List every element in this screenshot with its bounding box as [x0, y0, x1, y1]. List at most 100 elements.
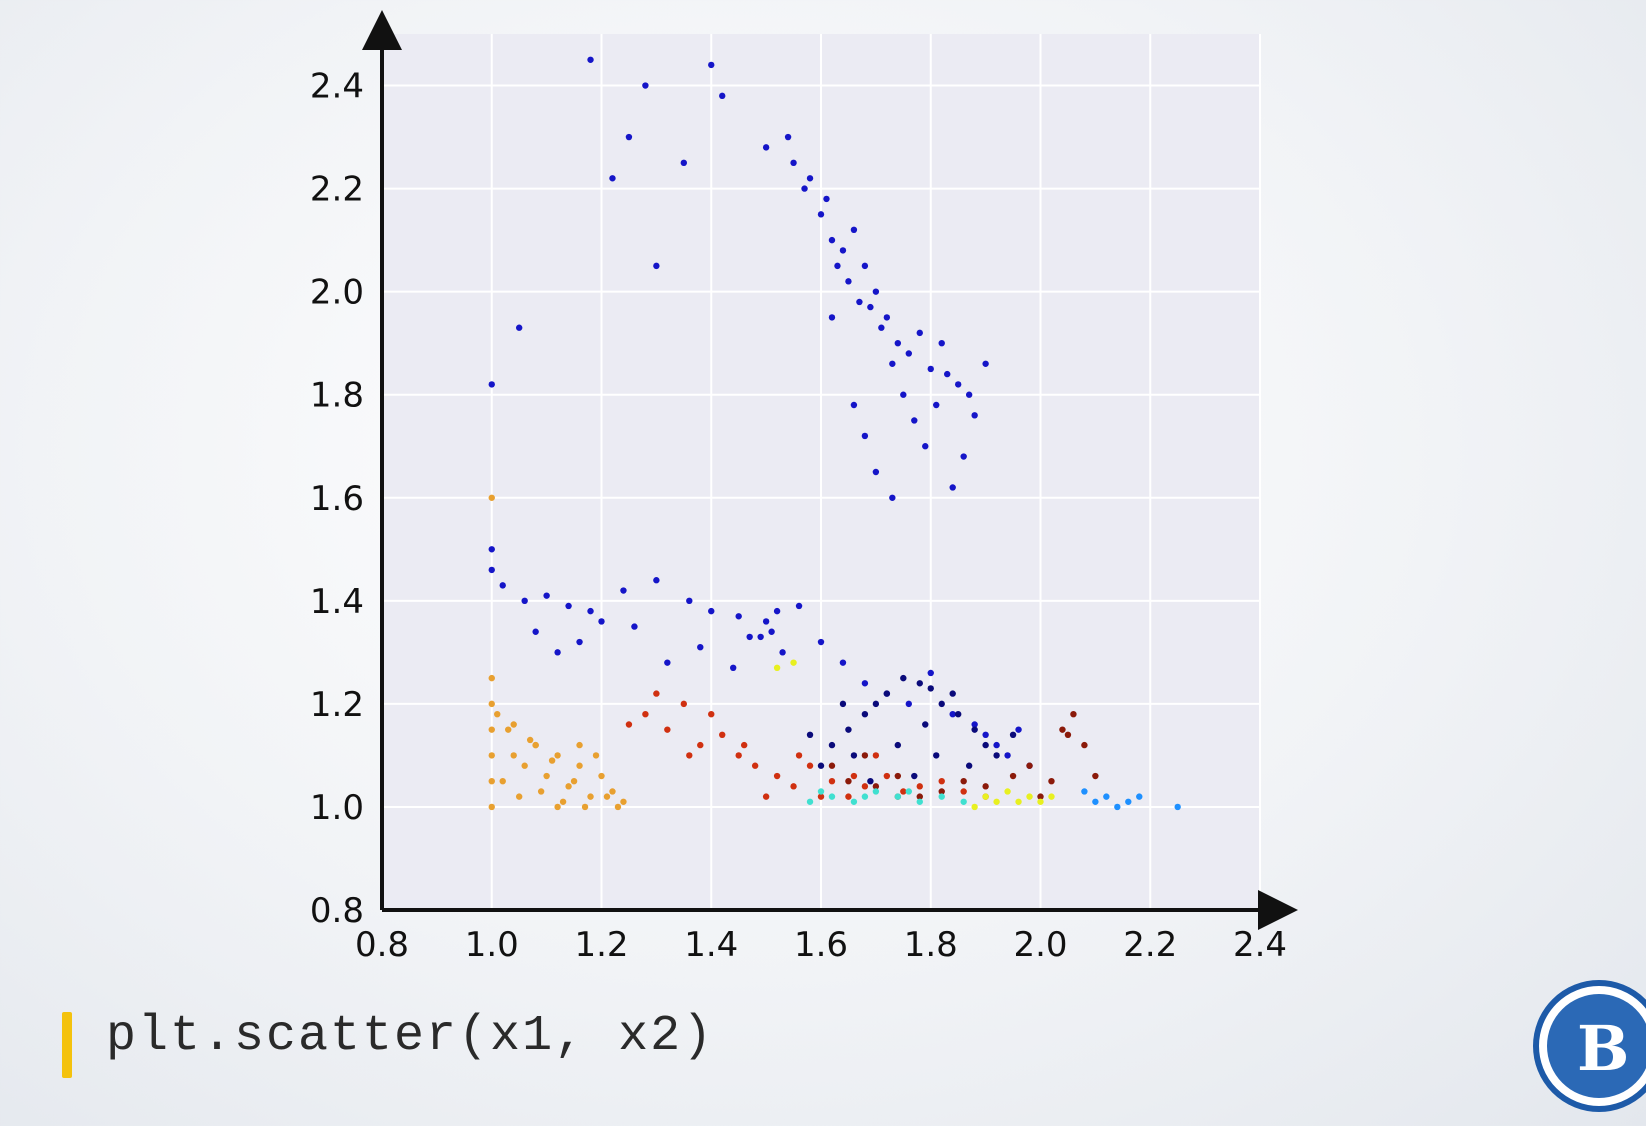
scatter-point: [537, 788, 545, 795]
scatter-point: [735, 752, 742, 759]
scatter-point: [916, 329, 923, 337]
scatter-point: [971, 726, 978, 733]
scatter-point: [828, 793, 836, 800]
scatter-point: [1048, 793, 1055, 800]
scatter-point: [916, 798, 923, 805]
scatter-point: [872, 288, 880, 295]
scatter-point: [872, 788, 880, 795]
scatter-point: [625, 133, 633, 141]
scatter-point: [609, 788, 616, 795]
scatter-point: [1070, 710, 1077, 718]
scatter-point: [828, 777, 836, 785]
scatter-point: [751, 762, 759, 769]
scatter-point: [949, 484, 956, 491]
scatter-point: [993, 798, 1000, 805]
scatter-point: [839, 700, 847, 708]
scatter-point: [554, 649, 561, 656]
scatter-point: [790, 159, 797, 167]
scatter-point: [1064, 731, 1072, 738]
scatter-point: [790, 659, 797, 666]
scatter-point: [867, 303, 874, 311]
scatter-point: [620, 798, 627, 805]
scatter-point: [927, 365, 934, 373]
x-tick-labels: 0.8 1.0 1.2 1.4 1.6 1.8 2.0 2.2 2.4: [355, 925, 1287, 965]
x-tick-label: 1.8: [904, 925, 958, 965]
scatter-point: [719, 731, 726, 738]
scatter-point: [554, 752, 561, 759]
scatter-point: [971, 721, 978, 728]
scatter-point: [510, 752, 517, 759]
y-tick-label: 2.0: [310, 273, 364, 313]
scatter-point: [1059, 726, 1066, 733]
scatter-point: [521, 762, 528, 769]
scatter-point: [762, 618, 770, 625]
scatter-point: [1004, 788, 1011, 795]
scatter-point: [916, 783, 923, 790]
logo-glyph: B: [1577, 1012, 1630, 1085]
scatter-point: [609, 175, 616, 182]
scatter-point: [916, 680, 923, 687]
scatter-point: [905, 700, 912, 708]
scatter-point: [878, 324, 885, 331]
scatter-point: [565, 602, 572, 610]
scatter-point: [488, 803, 495, 811]
scatter-point: [861, 793, 869, 800]
scatter-point: [653, 577, 660, 584]
scatter-point: [900, 674, 907, 682]
scatter-point: [521, 597, 528, 605]
scatter-point: [949, 690, 956, 697]
scatter-point: [828, 236, 836, 244]
scatter-point: [861, 432, 869, 440]
x-tick-label: 1.0: [465, 925, 519, 965]
scatter-point: [965, 391, 973, 398]
x-tick-label: 0.8: [355, 925, 409, 965]
scatter-point: [1081, 741, 1088, 749]
scatter-point: [708, 710, 715, 718]
scatter-point: [861, 262, 869, 270]
scatter-point: [938, 339, 945, 347]
scatter-point: [894, 741, 902, 749]
scatter-point: [631, 623, 638, 630]
scatter-point: [488, 777, 495, 785]
scatter-point: [790, 783, 797, 790]
scatter-point: [817, 638, 825, 646]
scatter-point: [954, 710, 962, 718]
scatter-point: [735, 613, 742, 620]
scatter-point: [894, 339, 902, 347]
scatter-point: [861, 752, 869, 759]
scatter-point: [598, 618, 605, 625]
scatter-point: [762, 793, 770, 800]
scatter-point: [603, 793, 611, 800]
scatter-point: [960, 798, 967, 805]
scatter-point: [653, 262, 660, 270]
scatter-point: [1114, 803, 1121, 811]
scatter-point: [911, 772, 918, 780]
y-tick-label: 1.4: [310, 582, 364, 622]
scatter-point: [576, 741, 583, 749]
scatter-point: [839, 247, 847, 254]
y-tick-label: 1.0: [310, 788, 364, 828]
scatter-point: [960, 788, 967, 795]
y-tick-label: 0.8: [310, 891, 364, 931]
scatter-point: [505, 726, 512, 733]
hse-logo-icon: B: [1533, 980, 1646, 1112]
scatter-point: [938, 700, 945, 708]
scatter-point: [889, 494, 896, 501]
scatter-point: [944, 370, 951, 378]
scatter-point: [806, 175, 814, 182]
scatter-point: [954, 381, 962, 388]
scatter-point: [488, 381, 495, 388]
scatter-point: [861, 680, 869, 687]
scatter-point: [488, 494, 495, 501]
scatter-point: [872, 752, 880, 759]
scatter-point: [768, 628, 775, 635]
scatter-point: [867, 777, 874, 785]
x-tick-label: 2.4: [1233, 925, 1287, 965]
scatter-point: [889, 360, 896, 367]
scatter-point: [828, 762, 836, 769]
scatter-point: [883, 772, 891, 780]
scatter-point: [806, 798, 814, 805]
scatter-point: [526, 736, 534, 744]
scatter-point: [697, 741, 704, 749]
